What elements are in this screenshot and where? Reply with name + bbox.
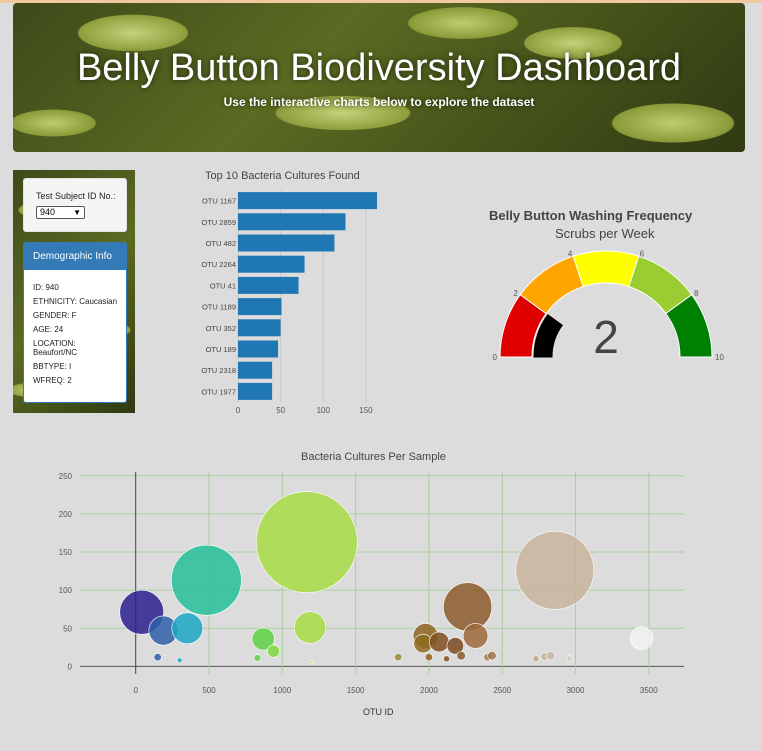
bar-category-label: OTU 352	[206, 324, 236, 333]
bubble-point	[428, 631, 450, 653]
bubble-point	[446, 637, 464, 655]
page-subtitle: Use the interactive charts below to expl…	[223, 95, 535, 109]
bubble-point	[462, 623, 489, 649]
bar-x-tick-label: 0	[236, 406, 241, 415]
demo-id: ID: 940	[33, 283, 59, 292]
bubble-point	[176, 657, 183, 664]
bar-category-label: OTU 41	[210, 281, 236, 290]
bar-otu-2264	[238, 255, 305, 273]
gauge-tick-label: 2	[513, 289, 518, 298]
bubble-point	[515, 530, 595, 610]
bar-category-label: OTU 2859	[201, 218, 236, 227]
bar-chart-title: Top 10 Bacteria Cultures Found	[205, 170, 360, 182]
page-title: Belly Button Biodiversity Dashboard	[76, 47, 682, 89]
bar-category-label: OTU 2318	[201, 366, 236, 375]
gauge-tick-label: 10	[715, 353, 724, 362]
demo-location: LOCATION: Beaufort/NC	[33, 339, 78, 357]
bubble-point	[309, 659, 314, 664]
bubble-x-tick-label: 1000	[273, 686, 291, 695]
subject-id-select[interactable]: 940 ▼	[36, 206, 85, 219]
bubble-point	[255, 491, 358, 593]
bar-category-label: OTU 1977	[201, 387, 236, 396]
top-accent-line	[0, 0, 762, 3]
bar-chart: 0 50 100 150 OTU 1167 OTU 2859 OTU 482 OTU 2264…	[201, 190, 378, 415]
bubble-y-tick-label: 200	[59, 510, 73, 519]
demo-gender: GENDER: F	[33, 311, 77, 320]
bubble-x-tick-label: 1500	[347, 686, 365, 695]
bar-category-label: OTU 482	[206, 239, 236, 248]
demo-ethnicity: ETHNICITY: Caucasian	[33, 297, 118, 306]
bar-otu-41	[238, 276, 299, 294]
gauge-value: 2	[593, 311, 619, 363]
gauge-segment-2	[572, 250, 640, 288]
bubble-point	[443, 582, 493, 632]
bubble-point	[443, 655, 450, 663]
gauge-segment-4	[665, 293, 713, 358]
chevron-down-icon: ▼	[73, 208, 81, 217]
gauge-tick-label: 4	[568, 249, 573, 258]
header-banner: Belly Button Biodiversity Dashboard Use …	[13, 3, 745, 152]
demographic-panel-heading: Demographic Info	[24, 243, 126, 270]
bubble-x-tick-label: 3500	[640, 686, 658, 695]
bar-otu-2859	[238, 213, 346, 231]
gauge-value-bar	[533, 313, 564, 358]
bubble-point	[424, 653, 433, 662]
bar-otu-352	[238, 319, 281, 337]
bubble-y-tick-label: 50	[63, 624, 72, 633]
gauge-tick-label: 0	[493, 353, 498, 362]
bubble-y-tick-label: 100	[59, 586, 73, 595]
bubble-x-tick-label: 0	[133, 686, 138, 695]
demo-wfreq: WFREQ: 2	[33, 376, 72, 385]
gauge-tick-label: 8	[694, 289, 699, 298]
bar-category-label: OTU 189	[206, 345, 236, 354]
bar-x-tick-label: 100	[317, 406, 331, 415]
bubble-point	[545, 651, 556, 661]
demo-age: AGE: 24	[33, 325, 64, 334]
bar-otu-189	[238, 340, 279, 358]
bubble-point	[153, 653, 162, 662]
bubble-x-tick-label: 3000	[567, 686, 585, 695]
subject-selector-well: Test Subject ID No.: 940 ▼	[23, 178, 127, 232]
bubble-x-axis-label: OTU ID	[363, 707, 394, 717]
gauge-title: Belly Button Washing Frequency	[489, 208, 693, 223]
bubble-point	[629, 626, 654, 650]
bar-category-label: OTU 1189	[202, 303, 236, 312]
bubble-chart-title: Bacteria Cultures Per Sample	[301, 451, 446, 463]
bubble-x-tick-label: 500	[202, 686, 216, 695]
bubble-point	[293, 611, 327, 644]
demo-bbtype: BBTYPE: I	[33, 362, 72, 371]
bubble-point	[253, 654, 262, 662]
gauge-subtitle: Scrubs per Week	[555, 226, 655, 241]
bar-category-label: OTU 1167	[202, 197, 236, 206]
subject-selector-label: Test Subject ID No.:	[36, 191, 116, 201]
bubble-point	[566, 655, 574, 663]
demographic-panel: Demographic Info ID: 940 ETHNICITY: Cauc…	[23, 242, 127, 403]
bubble-x-tick-label: 2500	[493, 686, 511, 695]
bubble-point	[171, 612, 204, 645]
bar-otu-1167	[238, 192, 378, 210]
bubble-point	[487, 651, 497, 661]
bar-category-label: OTU 2264	[201, 260, 236, 269]
bubble-point	[532, 655, 540, 663]
bubble-point	[267, 644, 281, 658]
bubble-point	[171, 544, 242, 616]
bar-x-tick-label: 150	[359, 406, 373, 415]
bubble-y-tick-label: 150	[59, 548, 73, 557]
gauge-tick-label: 6	[640, 249, 645, 258]
bubble-x-tick-label: 2000	[420, 686, 438, 695]
gauge-chart: 0 2 4 6 8 10 2	[493, 249, 725, 363]
bubble-point	[251, 627, 275, 651]
subject-id-value: 940	[40, 207, 56, 217]
bar-otu-1189	[238, 298, 282, 316]
bubble-y-tick-label: 0	[68, 662, 73, 671]
bubble-y-tick-label: 250	[59, 472, 73, 481]
bubble-point	[394, 653, 403, 662]
bar-otu-1977	[238, 382, 273, 400]
bar-otu-2318	[238, 361, 273, 379]
bar-x-tick-label: 50	[276, 406, 285, 415]
bar-otu-482	[238, 234, 335, 252]
bubble-point	[456, 651, 466, 661]
